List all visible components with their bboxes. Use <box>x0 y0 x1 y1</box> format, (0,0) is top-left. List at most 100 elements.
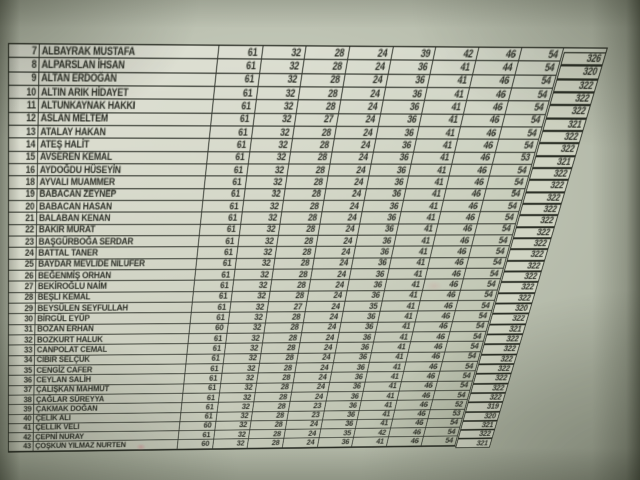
score-cell: 32 <box>239 224 281 236</box>
score-cell: 46 <box>433 235 475 247</box>
score-cell: 54 <box>432 390 471 401</box>
score-cell: 46 <box>406 352 445 363</box>
score-cell: 54 <box>423 427 461 438</box>
score-cell: 61 <box>217 46 264 61</box>
score-cell: 32 <box>253 113 297 127</box>
score-cell: 61 <box>215 73 260 88</box>
score-cell: 32 <box>219 383 258 394</box>
score-cell: 41 <box>378 311 419 323</box>
score-cell: 24 <box>320 212 363 225</box>
row-number-cell: 31 <box>8 324 36 336</box>
score-cell: 32 <box>222 363 261 374</box>
score-cell: 54 <box>505 101 550 115</box>
score-cell: 24 <box>301 322 342 334</box>
score-cell: 28 <box>269 291 310 303</box>
score-cell: 54 <box>474 224 517 236</box>
score-cell: 54 <box>498 127 543 141</box>
score-cell: 32 <box>245 176 288 189</box>
total-score-cell: 322 <box>513 226 555 239</box>
score-cell: 61 <box>191 302 232 314</box>
score-cell: 36 <box>353 247 395 259</box>
score-cell: 46 <box>408 342 448 353</box>
score-cell: 41 <box>414 139 458 153</box>
score-cell: 61 <box>194 269 236 281</box>
total-score-cell: 322 <box>516 215 559 227</box>
score-cell: 32 <box>246 164 290 177</box>
score-cell: 54 <box>463 268 504 280</box>
row-number-cell: 15 <box>8 151 39 165</box>
student-name-cell: BAŞGÜRBOĞA SERDAR <box>36 236 200 248</box>
total-score-cell: 322 <box>475 363 515 374</box>
score-cell: 46 <box>463 101 509 115</box>
student-name-cell: ASLAN MELTEM <box>38 112 213 127</box>
score-cell: 28 <box>272 269 313 281</box>
total-score-cell: 320 <box>462 411 501 421</box>
score-cell: 36 <box>388 61 434 75</box>
score-cell: 32 <box>249 139 294 153</box>
total-score-cell: 322 <box>495 292 536 304</box>
score-cell: 54 <box>460 279 502 291</box>
score-cell: 28 <box>302 60 348 75</box>
score-cell: 32 <box>258 73 303 88</box>
score-cell: 41 <box>374 332 414 343</box>
score-cell: 24 <box>282 438 320 448</box>
score-cell: 54 <box>466 257 507 269</box>
score-cell: 41 <box>392 246 434 259</box>
score-cell: 61 <box>212 100 257 114</box>
score-cell: 27 <box>295 113 339 127</box>
score-cell: 28 <box>300 74 346 88</box>
score-cell: 36 <box>355 235 397 247</box>
score-cell: 61 <box>196 258 237 270</box>
score-cell: 24 <box>295 363 334 374</box>
total-score-cell: 326 <box>560 52 607 66</box>
score-cell: 36 <box>326 391 364 402</box>
row-number-cell: 41 <box>8 423 34 434</box>
score-cell: 28 <box>280 212 323 225</box>
score-cell: 24 <box>303 312 344 323</box>
score-cell: 28 <box>287 164 331 177</box>
score-cell: 46 <box>460 114 506 128</box>
score-cell: 28 <box>277 235 319 248</box>
score-cell: 46 <box>397 391 436 401</box>
score-cell: 46 <box>386 437 424 447</box>
score-cell: 41 <box>367 362 407 373</box>
score-cell: 24 <box>330 152 374 165</box>
score-cell: 24 <box>332 139 376 153</box>
total-score-cell: 322 <box>546 105 591 119</box>
row-number-cell: 35 <box>8 365 35 376</box>
score-cell: 46 <box>427 257 469 269</box>
score-cell: 24 <box>336 114 381 127</box>
score-cell: 54 <box>471 235 514 247</box>
student-name-cell: AYDOĞDU HÜSEYİN <box>37 164 208 177</box>
total-score-cell: 321 <box>460 420 498 431</box>
student-name-cell: BABACAN ZEYNEP <box>37 188 205 201</box>
score-cell: 28 <box>270 280 311 292</box>
score-cell: 61 <box>207 152 250 165</box>
score-cell: 28 <box>282 200 325 213</box>
row-number-cell: 7 <box>9 44 40 59</box>
student-name-cell: ATALAY HAKAN <box>38 125 212 140</box>
score-cell: 61 <box>211 113 255 127</box>
score-cell: 32 <box>242 200 285 213</box>
score-cell: 24 <box>314 247 356 259</box>
row-number-cell: 21 <box>8 213 38 225</box>
score-cell: 35 <box>343 301 383 313</box>
score-cell: 54 <box>437 371 476 382</box>
total-score-cell: 322 <box>473 373 512 384</box>
table-row: 19 BABACAN ZEYNEP 61 32 28 24 36 41 46 54 322 <box>8 188 566 204</box>
score-cell: 41 <box>422 101 467 115</box>
total-score-cell: 320 <box>556 65 603 80</box>
score-cell: 36 <box>335 342 375 354</box>
score-cell: 54 <box>425 418 463 429</box>
score-cell: 32 <box>237 235 279 248</box>
score-cell: 54 <box>480 200 523 213</box>
score-cell: 61 <box>208 139 252 152</box>
score-cell: 32 <box>251 126 296 140</box>
score-cell: 61 <box>183 383 221 394</box>
score-cell: 41 <box>406 176 450 189</box>
score-cell: 24 <box>318 224 360 236</box>
score-cell: 24 <box>345 60 391 75</box>
score-cell: 28 <box>247 439 285 449</box>
score-cell: 54 <box>468 246 511 258</box>
